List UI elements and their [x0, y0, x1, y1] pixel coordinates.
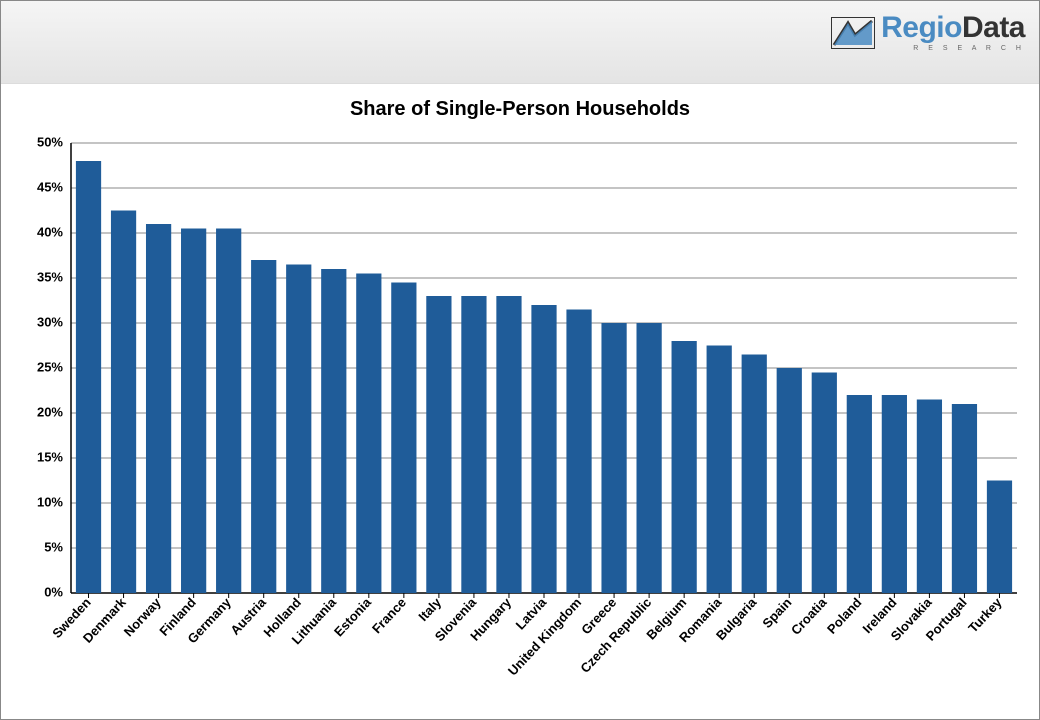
y-tick-label: 50%	[37, 137, 63, 149]
bar	[882, 395, 907, 593]
bar	[76, 161, 101, 593]
bar	[531, 305, 556, 593]
y-tick-label: 25%	[37, 359, 63, 374]
bar	[461, 296, 486, 593]
y-tick-label: 10%	[37, 494, 63, 509]
bar	[251, 260, 276, 593]
chart-area: 0%5%10%15%20%25%30%35%40%45%50%SwedenDen…	[13, 137, 1027, 705]
y-tick-label: 15%	[37, 449, 63, 464]
bar	[146, 224, 171, 593]
bar	[777, 368, 802, 593]
bar	[812, 373, 837, 594]
bar	[111, 211, 136, 594]
bar	[321, 269, 346, 593]
bar	[987, 481, 1012, 594]
bar	[216, 229, 241, 594]
logo-text-regio: Regio	[881, 11, 962, 44]
logo-wordmark: RegioData	[881, 13, 1025, 43]
y-tick-label: 0%	[44, 584, 63, 599]
logo-text-data: Data	[962, 11, 1025, 44]
logo-text-stack: RegioData R E S E A R C H	[881, 13, 1025, 52]
y-tick-label: 45%	[37, 179, 63, 194]
bar	[566, 310, 591, 594]
y-tick-label: 30%	[37, 314, 63, 329]
y-tick-label: 5%	[44, 539, 63, 554]
bar	[181, 229, 206, 594]
brand-logo: RegioData R E S E A R C H	[831, 13, 1025, 52]
bar	[707, 346, 732, 594]
bar	[742, 355, 767, 594]
bar	[672, 341, 697, 593]
bar	[286, 265, 311, 594]
header-bar: RegioData R E S E A R C H	[1, 1, 1039, 84]
y-tick-label: 40%	[37, 224, 63, 239]
logo-mark-icon	[831, 17, 875, 49]
logo-subtext: R E S E A R C H	[913, 45, 1025, 52]
bar	[426, 296, 451, 593]
bar	[601, 323, 626, 593]
bar	[952, 404, 977, 593]
y-tick-label: 20%	[37, 404, 63, 419]
bar	[847, 395, 872, 593]
page-root: RegioData R E S E A R C H Share of Singl…	[0, 0, 1040, 720]
bar	[391, 283, 416, 594]
bar-chart: 0%5%10%15%20%25%30%35%40%45%50%SwedenDen…	[13, 137, 1027, 705]
bar	[356, 274, 381, 594]
bar	[496, 296, 521, 593]
chart-title: Share of Single-Person Households	[1, 98, 1039, 121]
bar	[636, 323, 661, 593]
bar	[917, 400, 942, 594]
y-tick-label: 35%	[37, 269, 63, 284]
